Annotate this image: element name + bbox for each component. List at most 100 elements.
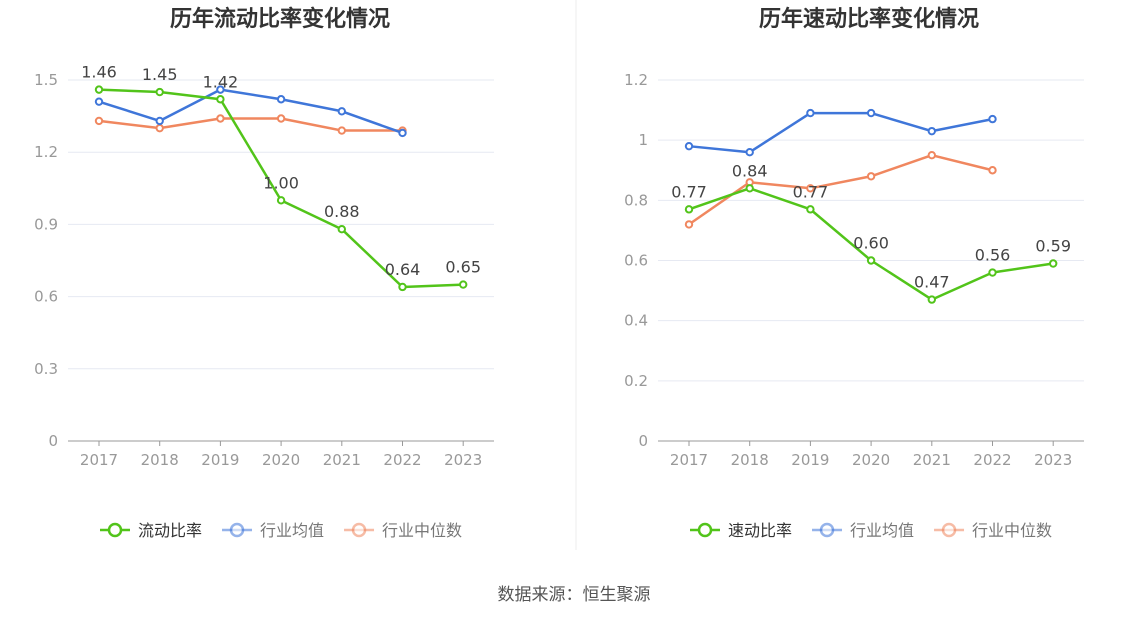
chart1-legend-current-ratio[interactable]: 流动比率 [100, 521, 202, 540]
legend-label: 行业均值 [850, 521, 914, 540]
charts-canvas: 历年流动比率变化情况 0 0.3 0.6 0.9 1.2 1.5 2017 2018 2019 20… [34, 0, 1084, 550]
chart2-point-industry-median[interactable] [927, 151, 936, 160]
chart1-point-industry-median[interactable] [276, 114, 286, 123]
chart1-title: 历年流动比率变化情况 [170, 6, 390, 32]
chart2-point-industry-median[interactable] [988, 166, 997, 175]
legend-circle-icon [229, 522, 245, 538]
chart1-x-tick-label: 2021 [323, 451, 361, 469]
chart1-y-tick-label: 1.2 [34, 143, 58, 161]
chart2-point-quick-ratio[interactable] [1049, 259, 1058, 268]
chart1-x-tick-label: 2019 [201, 451, 239, 469]
chart1-point-current-ratio[interactable] [216, 95, 225, 104]
chart1-x-tick-label: 2022 [383, 451, 421, 469]
chart1-y-tick-label: 0.6 [34, 288, 58, 306]
chart2-legend-industry-average[interactable]: 行业均值 [812, 521, 914, 540]
chart2-x-tick-label: 2022 [973, 451, 1011, 469]
chart1-data-label: 1.45 [142, 65, 178, 84]
chart2-x-tick-label: 2017 [670, 451, 708, 469]
chart1-point-industry-average[interactable] [398, 128, 407, 138]
chart2-point-quick-ratio[interactable] [927, 295, 936, 304]
chart1-point-industry-average[interactable] [337, 107, 346, 116]
chart2-x-tick-label: 2018 [731, 451, 769, 469]
chart1-point-current-ratio[interactable] [155, 87, 164, 97]
legend-label: 行业中位数 [382, 521, 462, 540]
chart2-point-industry-median[interactable] [806, 184, 815, 193]
chart2-y-tick-label: 0.8 [624, 191, 648, 209]
chart1-point-industry-average[interactable] [94, 97, 104, 106]
chart1-series-line-industry-median [98, 117, 403, 132]
chart1-y-tick-label: 0.9 [34, 215, 58, 233]
chart2-point-quick-ratio[interactable] [684, 205, 694, 214]
chart1-point-current-ratio[interactable] [276, 196, 286, 205]
chart2-point-industry-median[interactable] [684, 220, 694, 229]
chart2-point-industry-median[interactable] [866, 172, 876, 181]
legend-label: 行业均值 [260, 521, 324, 540]
chart2-data-label: 0.84 [732, 161, 768, 180]
chart2-x-tick-label: 2020 [852, 451, 890, 469]
chart2-data-label: 0.59 [1035, 237, 1071, 256]
chart2-y-tick-label: 1 [638, 131, 648, 149]
chart1-data-label: 1.46 [81, 63, 117, 82]
chart2-y-tick-label: 0.4 [624, 312, 648, 330]
chart2-point-quick-ratio[interactable] [988, 268, 997, 277]
chart2-point-quick-ratio[interactable] [745, 184, 754, 193]
chart1-legend-industry-average[interactable]: 行业均值 [222, 521, 324, 540]
chart2-legend-industry-median[interactable]: 行业中位数 [934, 521, 1052, 540]
chart2-data-label: 0.47 [914, 273, 950, 292]
legend-circle-icon [819, 522, 835, 538]
chart1-point-current-ratio[interactable] [94, 85, 104, 94]
chart1-point-industry-average[interactable] [276, 95, 286, 104]
chart1-legend-industry-median[interactable]: 行业中位数 [344, 521, 462, 540]
chart2-data-label: 0.60 [853, 234, 889, 253]
chart1-x-tick-label: 2018 [141, 451, 179, 469]
chart1-point-industry-median[interactable] [337, 126, 346, 135]
legend-circle-icon [107, 522, 123, 538]
chart1-point-industry-median[interactable] [94, 116, 104, 126]
chart1-y-tick-label: 1.5 [34, 71, 58, 89]
chart2-x-tick-label: 2021 [913, 451, 951, 469]
chart1-point-current-ratio[interactable] [337, 225, 346, 234]
chart1-point-current-ratio[interactable] [398, 282, 407, 292]
chart2: 历年速动比率变化情况 0 0.2 0.4 0.6 0.8 1 1.2 2017 2018 2019 2… [624, 6, 1084, 540]
chart1-point-industry-median[interactable] [216, 114, 225, 123]
chart2-point-industry-average[interactable] [927, 126, 936, 136]
chart2-y-tick-label: 0.2 [624, 372, 648, 390]
chart2-title: 历年速动比率变化情况 [759, 6, 979, 32]
chart2-x-tick-label: 2023 [1034, 451, 1072, 469]
chart2-point-quick-ratio[interactable] [806, 205, 815, 214]
chart1-y-tick-label: 0 [48, 432, 58, 450]
legend-circle-icon [941, 522, 957, 538]
chart1-data-label: 0.88 [324, 202, 360, 221]
chart1-x-tick-label: 2017 [80, 451, 118, 469]
chart2-y-tick-label: 0 [638, 432, 648, 450]
chart2-y-tick-label: 0.6 [624, 252, 648, 270]
chart2-x-tick-label: 2019 [791, 451, 829, 469]
chart2-point-quick-ratio[interactable] [866, 256, 876, 265]
chart1-point-industry-average[interactable] [155, 116, 164, 126]
chart1-x-tick-label: 2023 [444, 451, 482, 469]
chart1-point-industry-median[interactable] [155, 123, 164, 133]
chart1: 历年流动比率变化情况 0 0.3 0.6 0.9 1.2 1.5 2017 2018 2019 20… [34, 6, 494, 540]
chart1-data-label: 1.42 [203, 72, 239, 91]
chart2-y-tick-label: 1.2 [624, 71, 648, 89]
chart2-point-industry-average[interactable] [866, 108, 876, 118]
chart2-data-label: 0.56 [975, 246, 1011, 265]
chart2-point-industry-average[interactable] [806, 108, 815, 118]
chart2-series-line-industry-average [688, 111, 993, 154]
chart1-data-label: 1.00 [263, 173, 299, 192]
chart2-data-label: 0.77 [793, 182, 829, 201]
chart1-x-tick-label: 2020 [262, 451, 300, 469]
chart1-y-tick-label: 0.3 [34, 360, 58, 378]
chart2-legend-quick-ratio[interactable]: 速动比率 [690, 521, 792, 540]
legend-label: 流动比率 [138, 521, 202, 540]
chart1-data-label: 0.65 [445, 258, 481, 277]
chart2-point-industry-average[interactable] [988, 114, 997, 124]
chart1-data-label: 0.64 [385, 260, 421, 279]
chart2-series-line-industry-median [688, 153, 993, 226]
chart1-point-industry-average[interactable] [216, 85, 225, 94]
chart2-data-label: 0.77 [671, 182, 707, 201]
chart1-point-current-ratio[interactable] [459, 280, 468, 289]
chart2-point-industry-average[interactable] [684, 141, 694, 151]
legend-circle-icon [697, 522, 713, 538]
chart2-point-industry-average[interactable] [745, 148, 754, 157]
